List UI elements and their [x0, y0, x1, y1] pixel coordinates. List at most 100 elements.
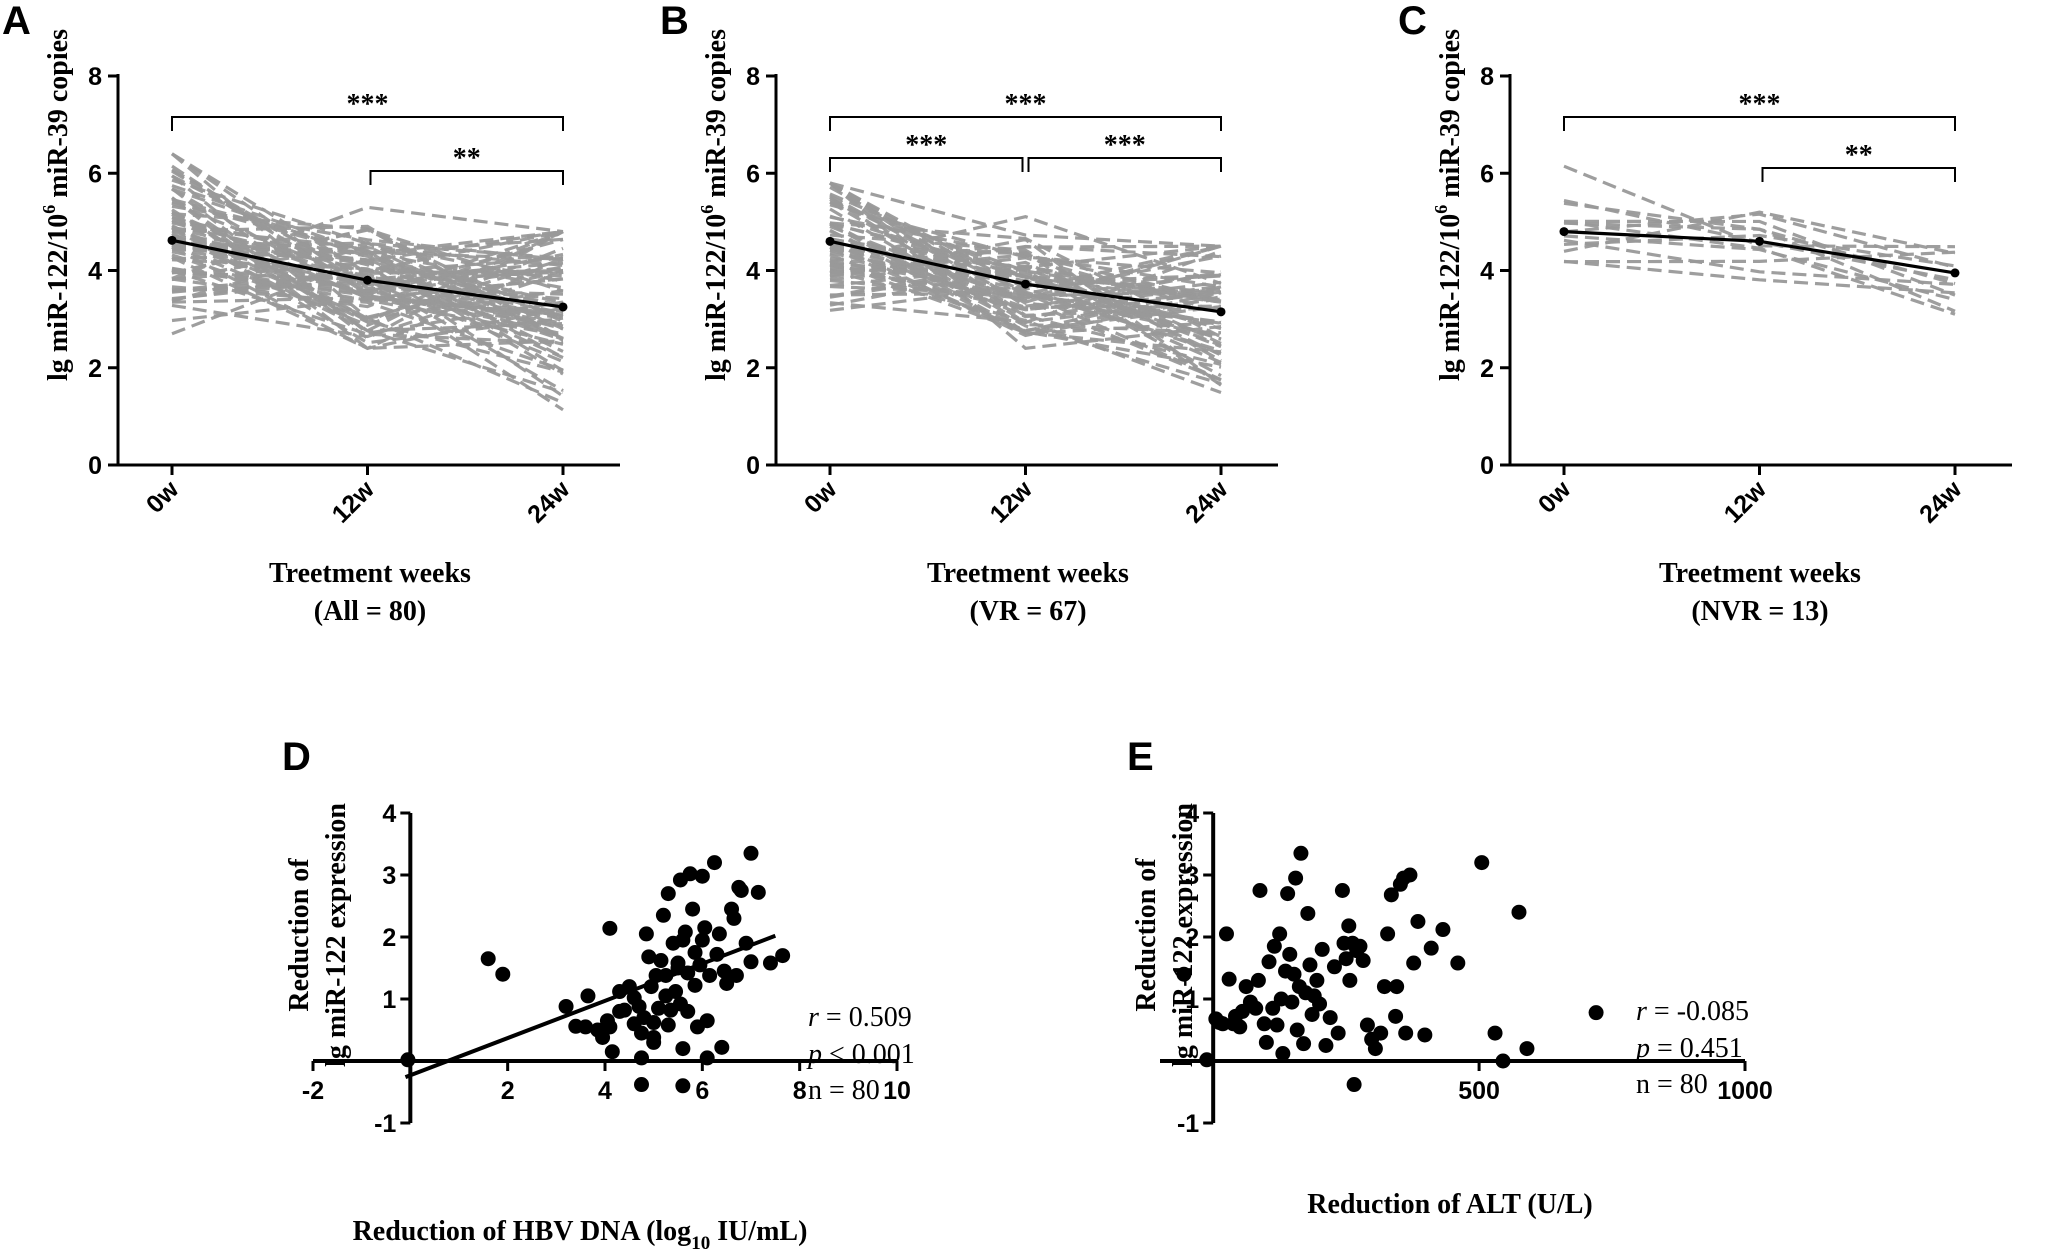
significance-label: **: [453, 143, 481, 174]
scatter-point: [1359, 1017, 1375, 1033]
scatter-point: [1326, 959, 1342, 975]
individual-line: [829, 269, 1222, 395]
scatter-point: [692, 957, 708, 973]
y-tick-label: 1: [1185, 986, 1199, 1014]
scatter-point: [1284, 994, 1300, 1010]
y-tick-label: 4: [1185, 800, 1199, 828]
scatter-point: [1389, 979, 1405, 995]
significance-bracket: [1761, 167, 1956, 182]
panel-c: C lg miR-122/106 miR-39 copies 0 2 4 6 8 0w 12…: [1398, 0, 2012, 627]
individual-line: [829, 181, 1222, 317]
scatter-point: [1288, 870, 1304, 886]
scatter-point: [651, 1000, 667, 1016]
individual-line: [171, 210, 564, 300]
stat-r-e: r = -0.085: [1636, 996, 1749, 1027]
y-axis-title-b: lg miR-122/106 miR-39 copies: [697, 29, 732, 381]
x-tick-label: 12w: [1719, 475, 1773, 529]
y-tick-label: 2: [382, 924, 396, 952]
scatter-point: [1388, 1008, 1404, 1024]
scatter-point: [1322, 1010, 1338, 1026]
x-axis-subtitle-c: (NVR = 13): [1691, 596, 1828, 627]
significance-bracket: [1563, 116, 1956, 131]
scatter-point: [641, 949, 657, 965]
scatter-point: [1352, 938, 1368, 954]
significance-label: ***: [1739, 89, 1781, 120]
scatter-point: [697, 920, 713, 936]
individual-line: [171, 196, 564, 394]
scatter-point: [655, 907, 671, 923]
scatter-point: [1376, 979, 1392, 995]
stat-p-value-d: < 0.001: [822, 1039, 915, 1070]
y-tick-label: 8: [746, 63, 760, 91]
scatter-point: [677, 924, 693, 940]
individual-line: [829, 268, 1222, 349]
individual-line: [171, 221, 564, 273]
panel-b: B lg miR-122/106 miR-39 copies 0 2 4 6 8 0w 12…: [660, 0, 1278, 627]
individual-line: [171, 152, 564, 275]
significance-label: ***: [1005, 89, 1047, 120]
scatter-point: [1435, 922, 1451, 938]
stat-n-d: n = 80: [808, 1075, 880, 1106]
mean-point: [1559, 227, 1569, 237]
scatter-point: [1450, 955, 1466, 971]
y-tick-label: 6: [1480, 160, 1494, 188]
scatter-point: [634, 1050, 649, 1066]
scatter-point: [1312, 996, 1328, 1012]
stat-r-label-e: r: [1636, 996, 1647, 1027]
mean-line-a: [167, 235, 568, 312]
x-tick-label: 6: [695, 1077, 709, 1105]
mean-point: [1755, 236, 1764, 246]
panel-d: D Reduction of lg miR-122 expression -2 2…: [282, 735, 915, 1254]
scatter-point: [634, 1077, 649, 1093]
x-tick-label: 2: [501, 1077, 515, 1105]
x-tick-label: 24w: [1914, 475, 1968, 529]
scatter-point: [1221, 971, 1237, 987]
scatter-point: [680, 1003, 696, 1019]
scatter-point: [1334, 883, 1350, 898]
individual-line: [829, 197, 1222, 353]
scatter-point: [775, 948, 791, 964]
x-axis-title-b: Treetment weeks: [927, 558, 1129, 589]
panel-letter-d: D: [282, 735, 311, 779]
significance-label: **: [1845, 140, 1873, 171]
scatter-point: [699, 1013, 715, 1029]
mean-point: [558, 302, 568, 312]
scatter-point: [714, 1039, 730, 1055]
significance-bracket: [369, 170, 564, 185]
scatter-point: [578, 1019, 594, 1035]
individual-lines-c: [1563, 164, 1956, 316]
significance-bracket: [829, 157, 1024, 172]
scatter-point: [1248, 1000, 1264, 1016]
scatter-point: [750, 884, 766, 900]
y-tick-label: 6: [88, 160, 102, 188]
individual-line: [171, 164, 564, 297]
scatter-point: [680, 965, 696, 981]
x-tick-label: 12w: [985, 475, 1039, 529]
individual-line: [1563, 238, 1956, 286]
scatter-point: [1266, 938, 1282, 954]
significance-label: ***: [905, 130, 947, 161]
scatter-point: [687, 945, 703, 960]
scatter-point: [1258, 1034, 1274, 1050]
y-tick-label: 2: [1185, 924, 1199, 952]
individual-line: [829, 207, 1222, 335]
scatter-point: [1269, 1017, 1285, 1033]
scatter-point: [731, 879, 747, 895]
x-tick-label: 24w: [1180, 475, 1234, 529]
stat-p-value-e: = 0.451: [1650, 1033, 1743, 1064]
scatter-point: [1296, 1036, 1312, 1052]
scatter-point: [1588, 1005, 1604, 1021]
individual-line: [1563, 164, 1956, 249]
scatter-point: [1286, 966, 1302, 982]
individual-line: [171, 267, 564, 336]
x-axis-title-d: Reduction of HBV DNA (log10 IU/mL): [353, 1216, 808, 1253]
scatter-point: [1341, 918, 1357, 934]
individual-line: [171, 244, 564, 327]
scatter-point: [495, 966, 511, 982]
scatter-point: [1338, 951, 1354, 967]
y-tick-label: 4: [746, 258, 760, 286]
scatter-point: [1314, 941, 1330, 957]
scatter-point: [1252, 883, 1268, 898]
significance-label: ***: [347, 89, 389, 120]
